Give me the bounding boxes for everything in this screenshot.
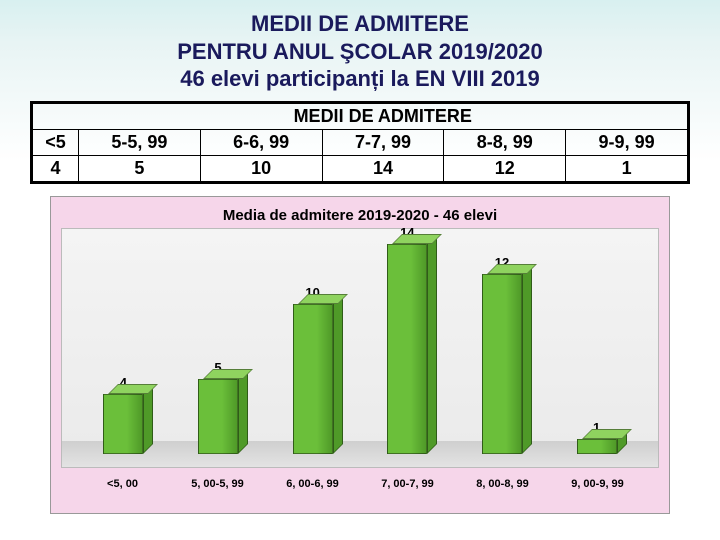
table-cell: 5-5, 99 — [78, 129, 200, 155]
chart-plot: 45101412 1 — [61, 228, 659, 468]
xaxis-label: 7, 00-7, 99 — [368, 478, 448, 490]
table-cell: 9-9, 99 — [566, 129, 688, 155]
grades-table: MEDII DE ADMITERE <5 5-5, 99 6-6, 99 7-7… — [30, 101, 690, 184]
bar — [198, 379, 238, 454]
table-row-values: 4 5 10 14 12 1 — [33, 155, 688, 181]
xaxis-label: 8, 00-8, 99 — [463, 478, 543, 490]
xaxis-label: <5, 00 — [83, 478, 163, 490]
chart-title: Media de admitere 2019-2020 - 46 elevi — [61, 207, 659, 224]
table-row-labels: <5 5-5, 99 6-6, 99 7-7, 99 8-8, 99 9-9, … — [33, 129, 688, 155]
bar-group: 10 — [273, 285, 353, 467]
bar-group: 5 — [178, 360, 258, 467]
chart-xaxis: <5, 00 5, 00-5, 99 6, 00-6, 99 7, 00-7, 99 8… — [61, 468, 659, 490]
table-cell: 14 — [322, 155, 444, 181]
bar — [577, 439, 617, 454]
table-cell: 6-6, 99 — [200, 129, 322, 155]
title-line-3: 46 elevi participanți la EN VIII 2019 — [0, 65, 720, 93]
bar-group: 14 — [367, 225, 447, 467]
table-cell: 7-7, 99 — [322, 129, 444, 155]
table-cell: 1 — [566, 155, 688, 181]
bar — [482, 274, 522, 454]
bar-group: 4 — [83, 375, 163, 467]
xaxis-label: 9, 00-9, 99 — [558, 478, 638, 490]
page-title: MEDII DE ADMITERE PENTRU ANUL ŞCOLAR 201… — [0, 0, 720, 93]
bar-chart: Media de admitere 2019-2020 - 46 elevi 4… — [50, 196, 670, 514]
table-cell: <5 — [33, 129, 79, 155]
title-line-1: MEDII DE ADMITERE — [0, 10, 720, 38]
bar — [103, 394, 143, 454]
xaxis-label: 5, 00-5, 99 — [178, 478, 258, 490]
table-header: MEDII DE ADMITERE — [78, 103, 687, 129]
table-cell: 4 — [33, 155, 79, 181]
table-cell: 8-8, 99 — [444, 129, 566, 155]
bar — [387, 244, 427, 454]
title-line-2: PENTRU ANUL ŞCOLAR 2019/2020 — [0, 38, 720, 66]
table-cell: 12 — [444, 155, 566, 181]
bar-group: 1 — [557, 420, 637, 467]
table-cell: 5 — [78, 155, 200, 181]
bar-group: 12 — [462, 255, 542, 467]
xaxis-label: 6, 00-6, 99 — [273, 478, 353, 490]
table-cell: 10 — [200, 155, 322, 181]
bar — [293, 304, 333, 454]
